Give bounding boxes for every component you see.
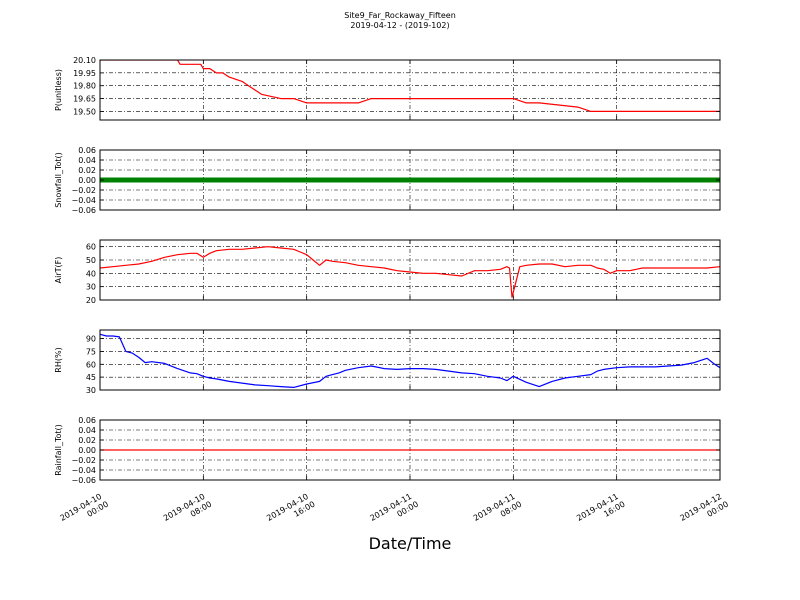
- y-tick-label: 19.65: [73, 95, 96, 104]
- chart-title: Site9_Far_Rockaway_Fifteen: [344, 11, 456, 20]
- y-tick-label: 75: [86, 347, 96, 356]
- y-tick-label: −0.02: [71, 456, 96, 465]
- y-axis-label: AirT(F): [54, 257, 63, 284]
- y-axis-label: P(unitless): [54, 69, 63, 111]
- series-4-line: [100, 333, 720, 388]
- x-axis-label: Date/Time: [368, 534, 452, 553]
- panel-2: 0.060.040.020.00−0.02−0.04−0.06 Snowfall_…: [54, 146, 721, 215]
- y-tick-label: 45: [86, 373, 96, 382]
- series-1-line: [100, 60, 720, 113]
- y-tick-label: 0.04: [78, 426, 96, 435]
- y-tick-label: 30: [86, 386, 96, 395]
- y-tick-label: 19.50: [73, 107, 96, 116]
- panel-5: 0.060.040.020.00−0.02−0.04−0.06 Rainfall_…: [54, 416, 721, 485]
- y-tick-label: 40: [86, 269, 96, 278]
- series-3-line: [100, 246, 720, 298]
- chart-subtitle: 2019-04-12 - (2019-102): [350, 21, 450, 30]
- y-tick-label: −0.04: [71, 196, 96, 205]
- y-tick-label: 60: [86, 360, 96, 369]
- y-tick-label: −0.06: [71, 476, 96, 485]
- y-tick-label: 20.10: [73, 56, 96, 65]
- y-axis-label: RH(%): [54, 347, 63, 372]
- y-tick-label: −0.02: [71, 186, 96, 195]
- y-tick-label: −0.04: [71, 466, 96, 475]
- y-tick-label: 20: [86, 296, 96, 305]
- panel-4: 90 75 60 45 30 RH(%): [54, 329, 721, 395]
- y-tick-label: 19.95: [73, 69, 96, 78]
- y-tick-label: 0.00: [78, 176, 96, 185]
- y-tick-label: 0.02: [78, 436, 96, 445]
- y-tick-label: 90: [86, 335, 96, 344]
- y-tick-label: 0.00: [78, 446, 96, 455]
- y-tick-label: 0.06: [78, 416, 96, 425]
- y-axis-label: Rainfall_Tot(): [54, 424, 63, 476]
- y-tick-label: 0.02: [78, 166, 96, 175]
- y-tick-label: 0.06: [78, 146, 96, 155]
- y-tick-label: 0.04: [78, 156, 96, 165]
- y-tick-label: −0.06: [71, 206, 96, 215]
- y-tick-label: 60: [86, 243, 96, 252]
- y-tick-label: 50: [86, 256, 96, 265]
- panel-3: 60 50 40 30 20 AirT(F): [54, 239, 721, 305]
- y-axis-label: Snowfall_Tot(): [54, 152, 63, 208]
- y-tick-label: 19.80: [73, 82, 96, 91]
- panel-1: 20.10 19.95 19.80 19.65 19.50 P(unitless): [54, 56, 721, 121]
- y-tick-label: 30: [86, 283, 96, 292]
